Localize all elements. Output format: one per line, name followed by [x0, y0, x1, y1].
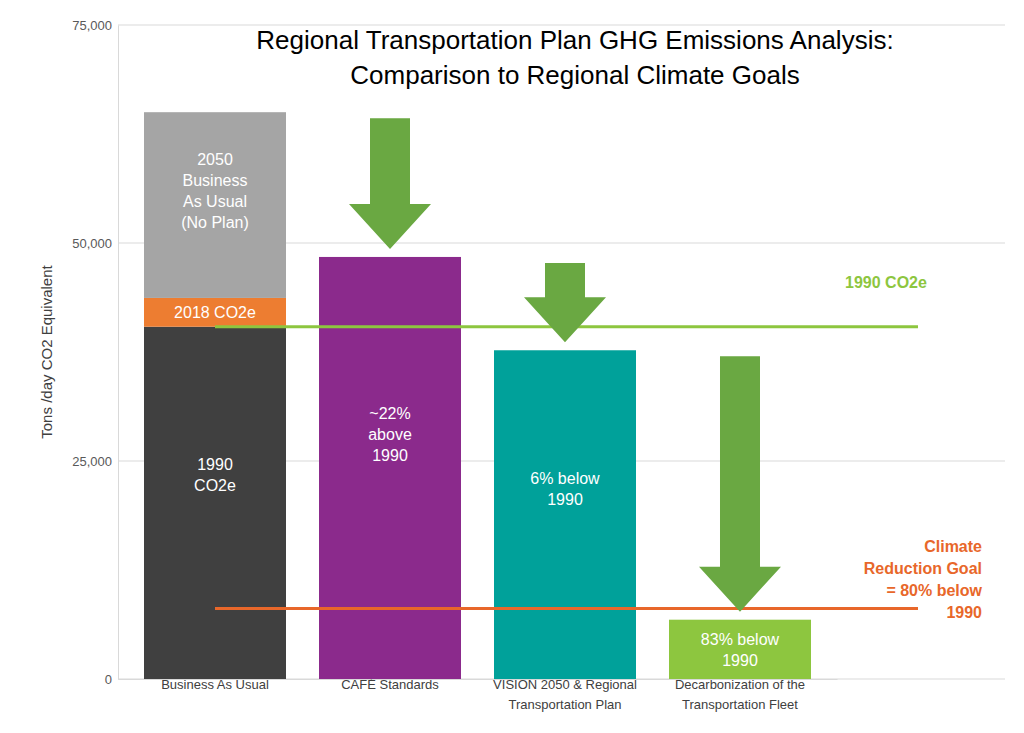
x-tick: CAFÉ Standards — [341, 677, 439, 692]
text-line: 83% below — [701, 630, 780, 647]
segment-labels: 1990 CO2e 2018 CO2e 2050 Business As Usual (No… — [174, 150, 779, 668]
text-line: Comparison to Regional Climate Goals — [350, 60, 799, 90]
text-line: ~22% — [369, 405, 410, 422]
x-tick-label: Decarbonization of the Transportation Fle… — [675, 677, 805, 712]
text-line: (No Plan) — [181, 213, 249, 230]
text-line: Business As Usual — [161, 677, 269, 692]
grid — [118, 25, 1005, 679]
y-tick: 50,000 — [72, 236, 118, 251]
y-tick-label: 25,000 — [72, 454, 112, 469]
y-tick-label: 0 — [105, 672, 112, 687]
x-tick-label: CAFÉ Standards — [341, 677, 439, 692]
x-tick-label: VISION 2050 & Regional Transportation Pla… — [493, 677, 637, 712]
y-tick: 25,000 — [72, 454, 118, 469]
y-tick-label: 75,000 — [72, 18, 112, 33]
bar-segment — [669, 620, 811, 679]
arrow — [349, 118, 431, 249]
y-tick-label: 50,000 — [72, 236, 112, 251]
arrow — [524, 263, 606, 342]
bar-segment — [319, 257, 461, 679]
text-line: Transportation Fleet — [682, 697, 798, 712]
y-axis-line — [118, 26, 119, 680]
text-line: 1990 — [372, 447, 408, 464]
text-line: As Usual — [183, 192, 247, 209]
x-tick: Business As Usual — [161, 677, 269, 692]
segment-label: 2050 Business As Usual (No Plan) — [181, 150, 249, 230]
text-line: 1990 CO2e — [845, 274, 927, 291]
text-line: Climate — [924, 537, 982, 554]
arrows — [349, 118, 781, 612]
bar-segment — [144, 327, 286, 679]
text-line: 2018 CO2e — [174, 304, 256, 321]
segment-label: 2018 CO2e — [174, 304, 256, 321]
plot-marks — [144, 112, 918, 679]
y-axis-title: Tons /day CO2 Equivalent — [38, 264, 55, 438]
bar-segment — [144, 298, 286, 327]
x-tick: Decarbonization of the Transportation Fle… — [675, 677, 805, 712]
reference-line — [215, 607, 918, 610]
arrow — [699, 356, 781, 611]
x-tick: VISION 2050 & Regional Transportation Pla… — [493, 677, 637, 712]
text-line: above — [368, 426, 412, 443]
text-line: Business — [183, 171, 248, 188]
reference-labels: 1990 CO2e Climate Reduction Goal = 80% belo… — [845, 274, 982, 620]
text-line: 1990 — [946, 603, 982, 620]
segment-label: 6% below 1990 — [530, 469, 600, 507]
text-line: Reduction Goal — [864, 559, 982, 576]
y-tick: 0 — [105, 672, 118, 687]
text-line: 6% below — [530, 469, 600, 486]
y-axis: 0 25,000 50,000 75,000 — [72, 18, 118, 687]
text-line: Transportation Plan — [509, 697, 622, 712]
bar-segment — [494, 350, 636, 679]
text-line: = 80% below — [886, 581, 982, 598]
text-line: VISION 2050 & Regional — [493, 677, 637, 692]
reference-label: Climate Reduction Goal = 80% below 1990 — [864, 537, 983, 620]
title: Regional Transportation Plan GHG Emissio… — [256, 25, 893, 90]
text-line: 1990 — [197, 456, 233, 473]
x-tick-label: Business As Usual — [161, 677, 269, 692]
chart: 0 25,000 50,000 75,000 Business As Usual CAFÉ… — [0, 0, 1024, 733]
segment-label: ~22% above 1990 — [368, 405, 412, 464]
text-line: Decarbonization of the — [675, 677, 805, 692]
text-line: 1990 — [722, 651, 758, 668]
segment-label: 83% below 1990 — [701, 630, 780, 668]
bar-segment — [144, 112, 286, 298]
x-axis: Business As Usual CAFÉ Standards VISION 20… — [119, 677, 838, 712]
text-line: 1990 — [547, 490, 583, 507]
reference-label: 1990 CO2e — [845, 274, 927, 291]
segment-label: 1990 CO2e — [194, 456, 236, 494]
text-line: Regional Transportation Plan GHG Emissio… — [256, 25, 893, 55]
text-line: 2050 — [197, 150, 233, 167]
text-line: CAFÉ Standards — [341, 677, 439, 692]
y-tick: 75,000 — [72, 18, 118, 33]
text-line: CO2e — [194, 477, 236, 494]
